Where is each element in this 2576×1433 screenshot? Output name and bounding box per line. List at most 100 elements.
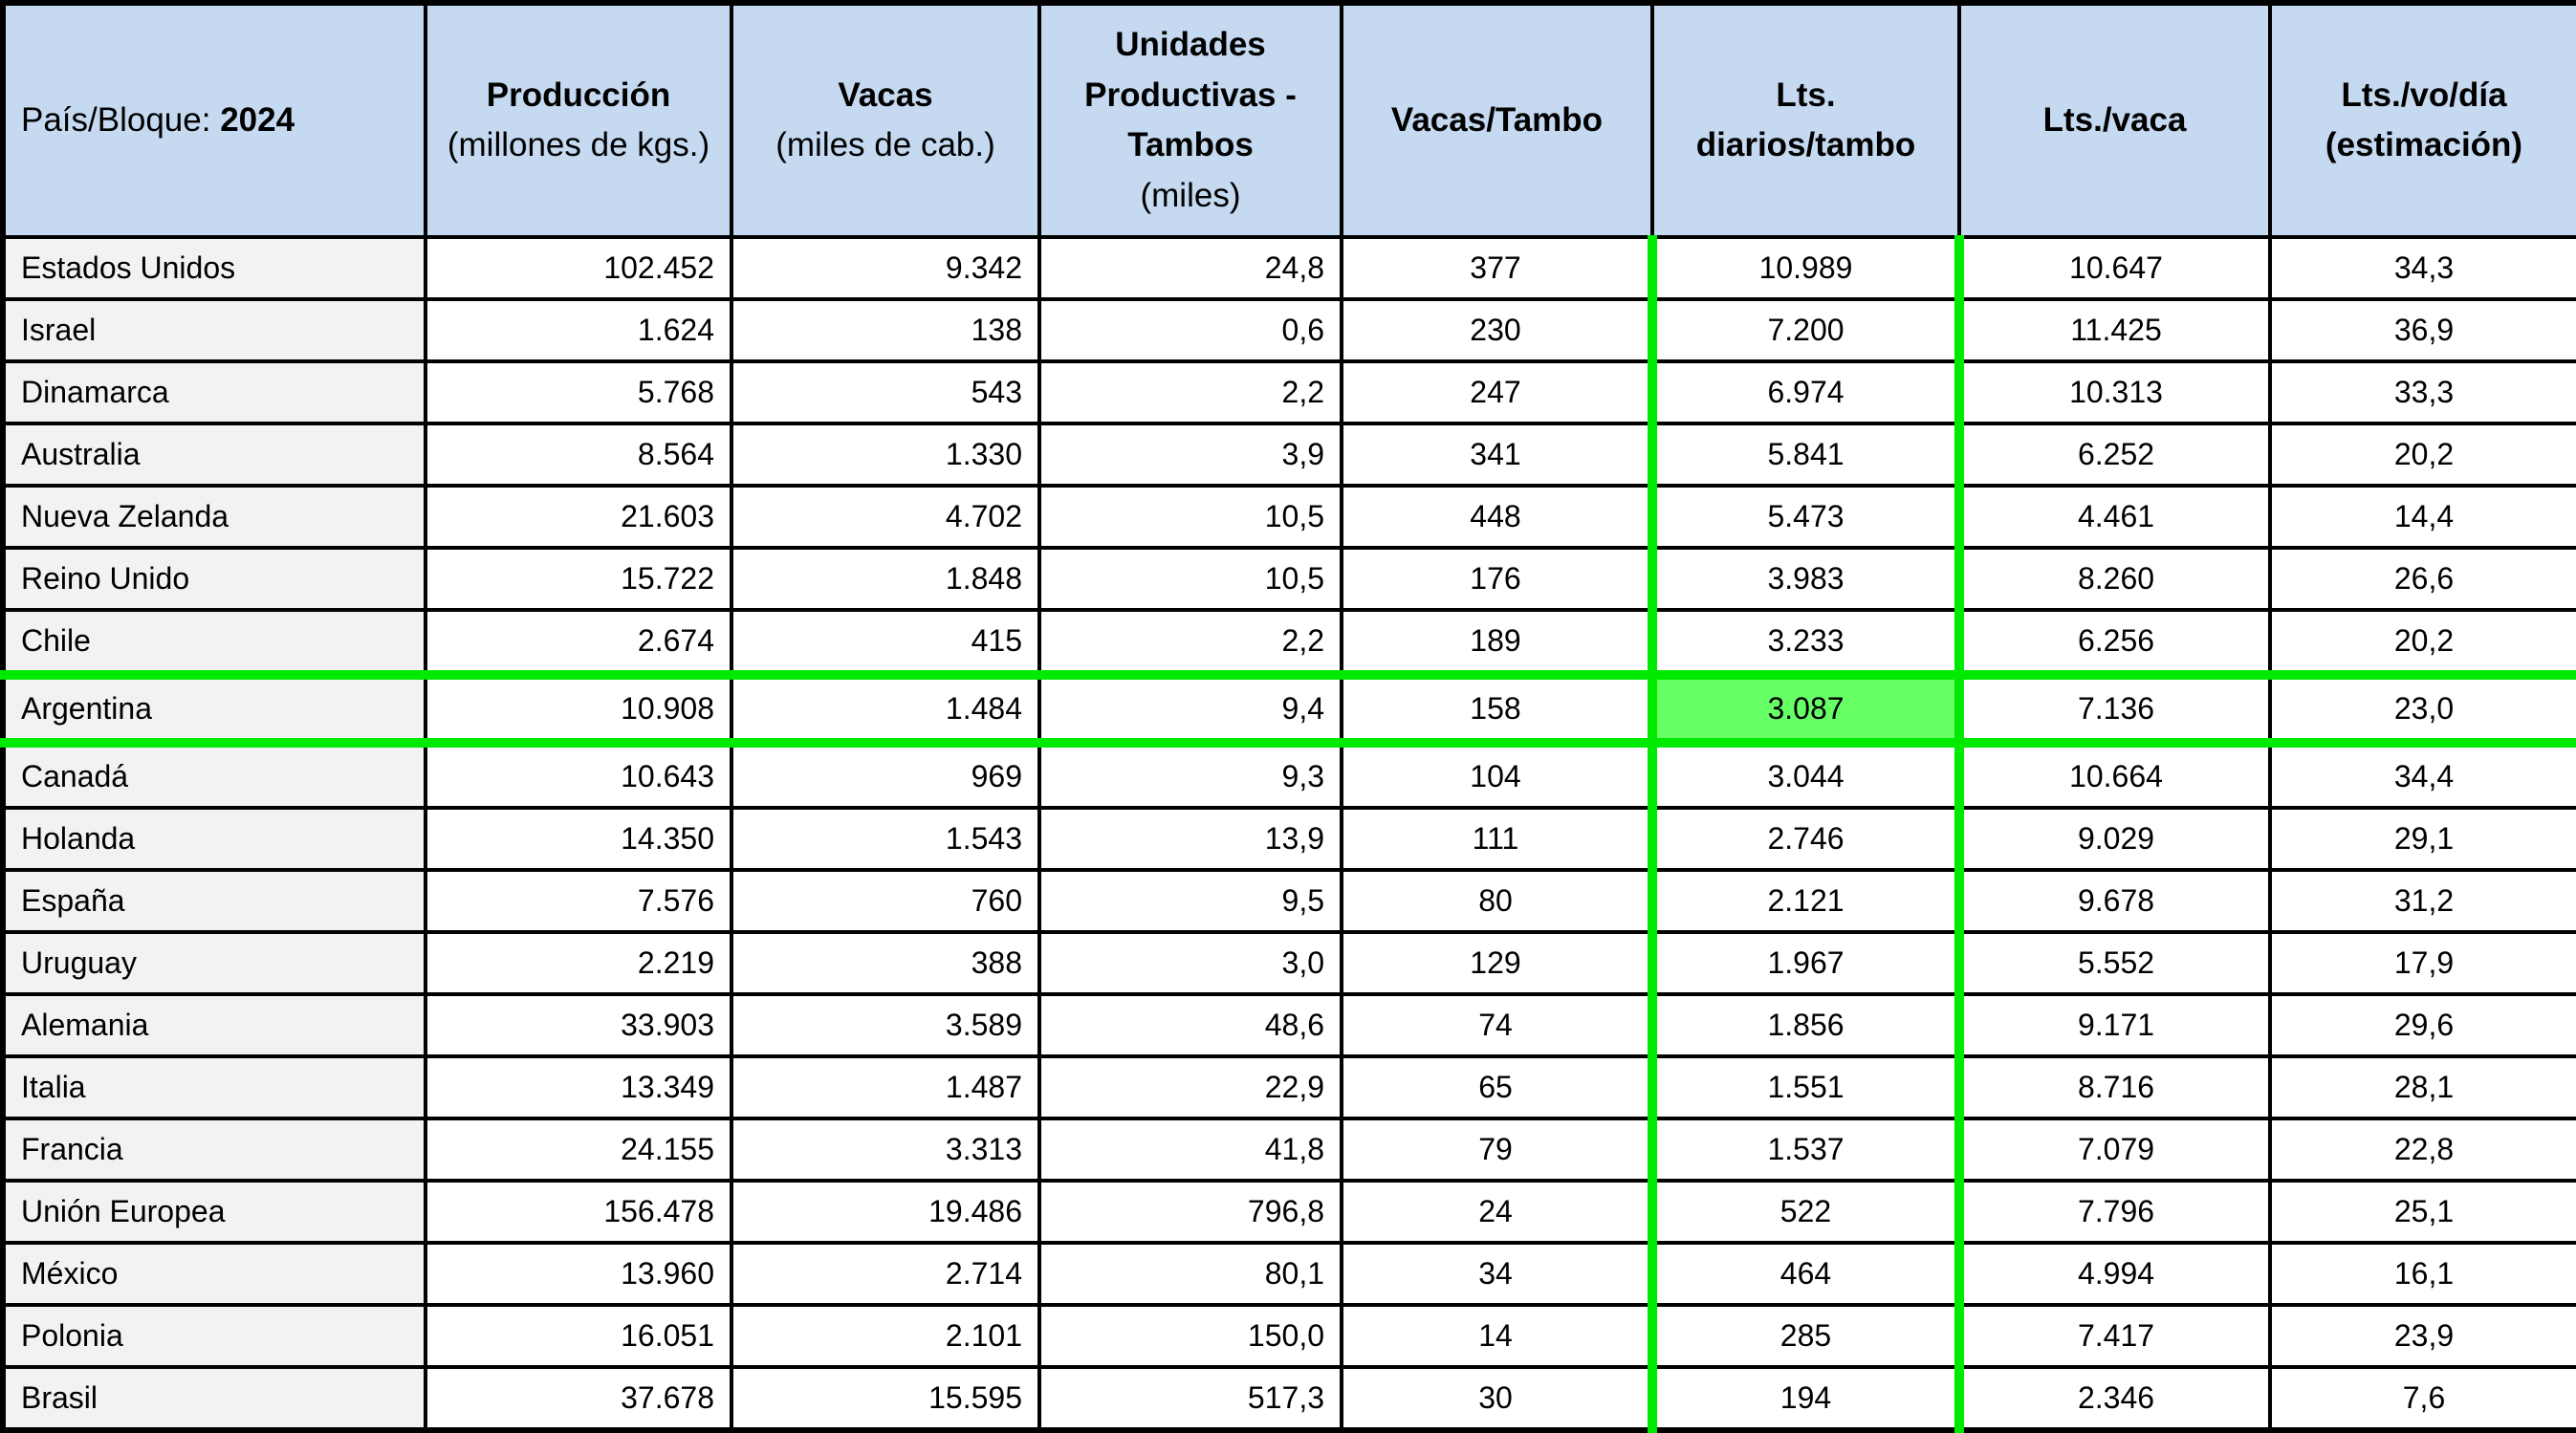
table-cell: 285	[1648, 1303, 1964, 1369]
table-cell: 33.903	[424, 992, 733, 1058]
row-label: Canadá	[1, 741, 427, 810]
table-cell: 4.461	[1957, 484, 2272, 550]
table-cell: 8.260	[1957, 546, 2272, 612]
table-cell: 10.989	[1648, 235, 1964, 301]
table-cell: 3.313	[730, 1117, 1041, 1183]
table-cell: 13.349	[424, 1054, 733, 1120]
table-cell: 34	[1340, 1241, 1654, 1307]
table-cell: 29,6	[2268, 992, 2576, 1058]
table-cell: 15.595	[730, 1365, 1041, 1432]
table-cell: 10.643	[424, 741, 733, 810]
table-cell: 3.044	[1648, 741, 1964, 810]
table-cell: 2.219	[424, 930, 733, 996]
table-cell: 30	[1340, 1365, 1654, 1432]
table-row: Holanda 14.350 1.543 13,9 111 2.746 9.029 29,1	[1, 806, 2576, 872]
table-row: Uruguay 2.219 388 3,0 129 1.967 5.552 17,9	[1, 930, 2576, 996]
table-cell: 7.576	[424, 868, 733, 934]
table-cell: 0,6	[1037, 297, 1343, 363]
table-cell: 10.664	[1957, 741, 2272, 810]
table-cell: 2.674	[424, 608, 733, 677]
table-cell: 1.543	[730, 806, 1041, 872]
table-row: España 7.576 760 9,5 80 2.121 9.678 31,2	[1, 868, 2576, 934]
row-label: Nueva Zelanda	[1, 484, 427, 550]
table-cell: 102.452	[424, 235, 733, 301]
header-lts-diarios-title: Lts. diarios/tambo	[1695, 76, 1916, 164]
table-cell: 34,3	[2268, 235, 2576, 301]
table-row: Argentina 10.908 1.484 9,4 158 3.087 7.136 23,0	[1, 670, 2576, 748]
highlighted-cell: 3.087	[1648, 670, 1964, 748]
table-cell: 6.252	[1957, 422, 2272, 488]
table-row: Chile 2.674 415 2,2 189 3.233 6.256 20,2	[1, 608, 2576, 677]
row-label: España	[1, 868, 427, 934]
table-cell: 9,3	[1037, 741, 1343, 810]
table-cell: 156.478	[424, 1179, 733, 1245]
header-produccion-title: Producción	[486, 76, 671, 114]
table-cell: 3.983	[1648, 546, 1964, 612]
header-cell-vacas: Vacas (miles de cab.)	[730, 1, 1041, 239]
table-cell: 25,1	[2268, 1179, 2576, 1245]
table-cell: 2,2	[1037, 359, 1343, 425]
header-vacas-unit: (miles de cab.)	[775, 126, 995, 163]
header-cell-vacas-tambo: Vacas/Tambo	[1340, 1, 1654, 239]
table-cell: 24	[1340, 1179, 1654, 1245]
row-label: Australia	[1, 422, 427, 488]
table-cell: 21.603	[424, 484, 733, 550]
table-cell: 158	[1340, 670, 1654, 748]
table-cell: 969	[730, 741, 1041, 810]
table-cell: 377	[1340, 235, 1654, 301]
table-row: Brasil 37.678 15.595 517,3 30 194 2.346 7,6	[1, 1365, 2576, 1432]
row-label: Alemania	[1, 992, 427, 1058]
table-cell: 388	[730, 930, 1041, 996]
pais-bloque-label: País/Bloque:	[21, 100, 221, 139]
table-cell: 1.856	[1648, 992, 1964, 1058]
table-cell: 10.647	[1957, 235, 2272, 301]
table-cell: 10.313	[1957, 359, 2272, 425]
table-cell: 36,9	[2268, 297, 2576, 363]
row-label: Holanda	[1, 806, 427, 872]
header-cell-produccion: Producción (millones de kgs.)	[424, 1, 733, 239]
table-cell: 247	[1340, 359, 1654, 425]
table-cell: 2.714	[730, 1241, 1041, 1307]
table-cell: 9,4	[1037, 670, 1343, 748]
table-cell: 11.425	[1957, 297, 2272, 363]
table-cell: 760	[730, 868, 1041, 934]
table-cell: 1.967	[1648, 930, 1964, 996]
table-row: Dinamarca 5.768 543 2,2 247 6.974 10.313 33,3	[1, 359, 2576, 425]
table-cell: 13.960	[424, 1241, 733, 1307]
table-cell: 3,0	[1037, 930, 1343, 996]
header-produccion-unit: (millones de kgs.)	[447, 126, 710, 163]
table-row: Nueva Zelanda 21.603 4.702 10,5 448 5.473 4.46…	[1, 484, 2576, 550]
table-cell: 29,1	[2268, 806, 2576, 872]
header-lts-vaca-title: Lts./vaca	[2042, 100, 2187, 139]
table-cell: 5.552	[1957, 930, 2272, 996]
header-unidades-title: Unidades Productivas - Tambos	[1084, 26, 1297, 163]
table-cell: 448	[1340, 484, 1654, 550]
table-cell: 7.417	[1957, 1303, 2272, 1369]
table-row: Canadá 10.643 969 9,3 104 3.044 10.664 34,4	[1, 741, 2576, 810]
table-cell: 517,3	[1037, 1365, 1343, 1432]
table-cell: 17,9	[2268, 930, 2576, 996]
table-cell: 10.908	[424, 670, 733, 748]
table-cell: 194	[1648, 1365, 1964, 1432]
header-row: País/Bloque: 2024 Producción (millones d…	[1, 1, 2576, 239]
table-cell: 65	[1340, 1054, 1654, 1120]
table-cell: 7.136	[1957, 670, 2272, 748]
table-cell: 9.678	[1957, 868, 2272, 934]
table-cell: 31,2	[2268, 868, 2576, 934]
table-cell: 7.200	[1648, 297, 1964, 363]
row-label: Uruguay	[1, 930, 427, 996]
table-cell: 15.722	[424, 546, 733, 612]
table-row: Alemania 33.903 3.589 48,6 74 1.856 9.171 29,6	[1, 992, 2576, 1058]
table-cell: 1.487	[730, 1054, 1041, 1120]
header-vacas-title: Vacas	[838, 76, 933, 114]
table-cell: 4.994	[1957, 1241, 2272, 1307]
row-label: Estados Unidos	[1, 235, 427, 301]
header-unidades-unit: (miles)	[1140, 176, 1241, 214]
table-cell: 24.155	[424, 1117, 733, 1183]
table-row: Unión Europea 156.478 19.486 796,8 24 522 7.79…	[1, 1179, 2576, 1245]
table-cell: 3,9	[1037, 422, 1343, 488]
table-cell: 4.702	[730, 484, 1041, 550]
table-cell: 10,5	[1037, 546, 1343, 612]
table-cell: 464	[1648, 1241, 1964, 1307]
table-cell: 14,4	[2268, 484, 2576, 550]
